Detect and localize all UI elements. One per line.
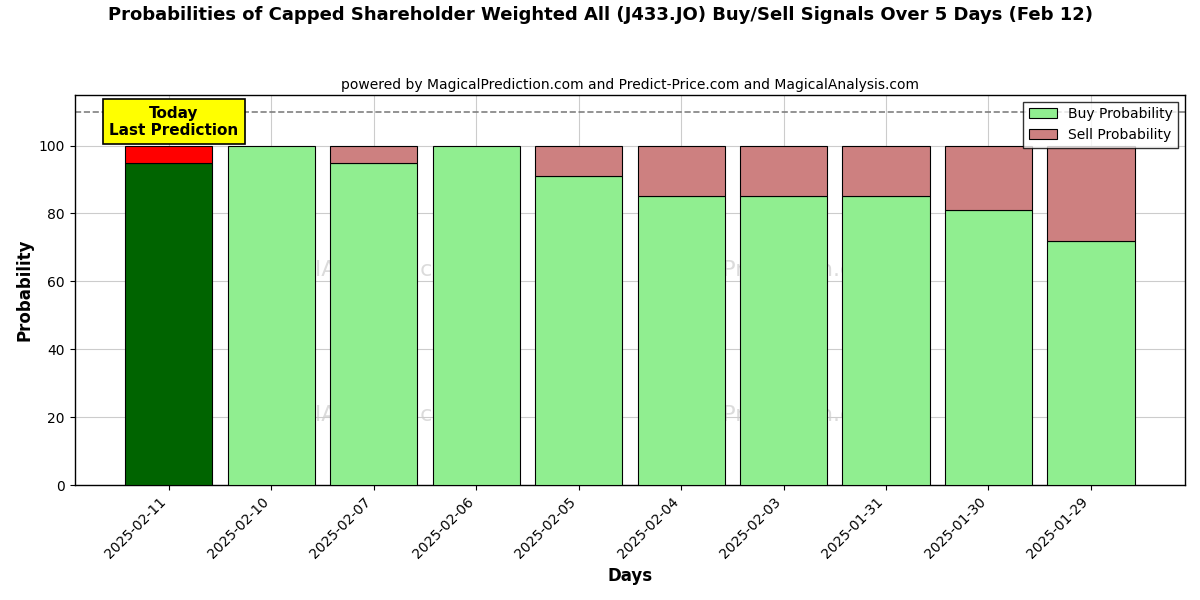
Bar (125, 146, 212, 163)
Bar (535, 146, 622, 176)
Bar (740, 146, 827, 196)
Bar (944, 210, 1032, 485)
Legend: Buy Probability, Sell Probability: Buy Probability, Sell Probability (1024, 101, 1178, 148)
Title: powered by MagicalPrediction.com and Predict-Price.com and MagicalAnalysis.com: powered by MagicalPrediction.com and Pre… (341, 78, 919, 92)
Bar (330, 163, 418, 485)
Bar (944, 146, 1032, 210)
Bar (432, 146, 520, 485)
Bar (330, 146, 418, 163)
Bar (125, 163, 212, 485)
Bar (740, 196, 827, 485)
Bar (842, 196, 930, 485)
Bar (1048, 146, 1134, 241)
Bar (637, 196, 725, 485)
Text: Today
Last Prediction: Today Last Prediction (109, 106, 239, 138)
Y-axis label: Probability: Probability (16, 239, 34, 341)
Text: MagicalPrediction.com: MagicalPrediction.com (638, 260, 888, 280)
Bar (1048, 241, 1134, 485)
Text: MagicalAnalysis.com: MagicalAnalysis.com (236, 405, 468, 425)
Bar (228, 146, 314, 485)
X-axis label: Days: Days (607, 567, 653, 585)
Text: MagicalPrediction.com: MagicalPrediction.com (638, 405, 888, 425)
Bar (842, 146, 930, 196)
Bar (535, 176, 622, 485)
Bar (637, 146, 725, 196)
Text: MagicalAnalysis.com: MagicalAnalysis.com (236, 260, 468, 280)
Text: Probabilities of Capped Shareholder Weighted All (J433.JO) Buy/Sell Signals Over: Probabilities of Capped Shareholder Weig… (108, 6, 1092, 24)
